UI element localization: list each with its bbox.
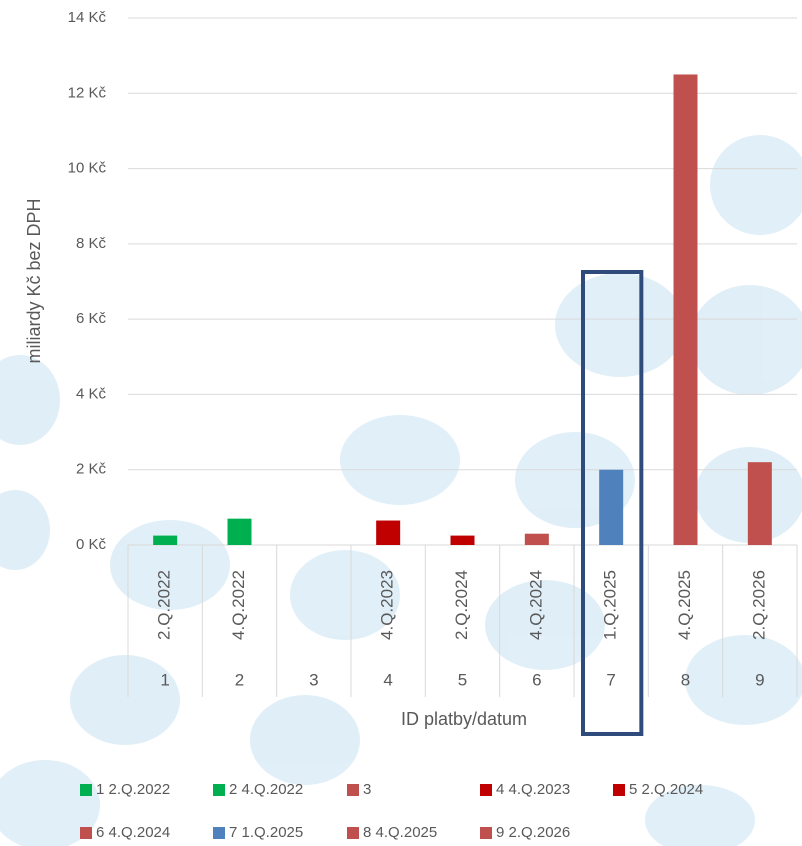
x-sublabel: 1.Q.2025 <box>601 570 620 640</box>
y-tick-label: 4 Kč <box>76 385 107 402</box>
legend-label: 5 2.Q.2024 <box>629 781 703 798</box>
x-sublabel: 4.Q.2025 <box>675 570 694 640</box>
legend-label: 9 2.Q.2026 <box>496 824 570 841</box>
legend-label: 2 4.Q.2022 <box>229 781 303 798</box>
bar <box>599 469 624 545</box>
legend-label: 4 4.Q.2023 <box>496 781 570 798</box>
legend-swatch <box>80 784 92 796</box>
bar <box>524 533 549 545</box>
bar <box>227 518 252 545</box>
x-sublabel: 2.Q.2026 <box>749 570 768 640</box>
bar <box>376 520 401 545</box>
y-tick-label: 6 Kč <box>76 310 107 327</box>
x-tick-label: 3 <box>309 670 318 689</box>
y-tick-label: 14 Kč <box>68 9 107 26</box>
y-axis-title: miliardy Kč bez DPH <box>24 198 44 363</box>
bar <box>747 462 772 545</box>
x-tick-label: 5 <box>458 670 467 689</box>
legend-label: 6 4.Q.2024 <box>96 824 170 841</box>
x-tick-label: 8 <box>681 670 690 689</box>
y-tick-label: 0 Kč <box>76 536 107 553</box>
legend-label: 1 2.Q.2022 <box>96 781 170 798</box>
x-sublabel: 4.Q.2023 <box>378 570 397 640</box>
x-axis-title: ID platby/datum <box>401 709 527 729</box>
y-tick-label: 2 Kč <box>76 461 107 478</box>
bar <box>450 535 475 545</box>
x-sublabel: 2.Q.2022 <box>155 570 174 640</box>
x-tick-label: 4 <box>383 670 392 689</box>
legend-swatch <box>480 784 492 796</box>
x-sublabel: 4.Q.2024 <box>526 570 545 640</box>
y-tick-label: 8 Kč <box>76 235 107 252</box>
bar <box>153 535 178 545</box>
x-sublabel: 4.Q.2022 <box>229 570 248 640</box>
legend-label: 8 4.Q.2025 <box>363 824 437 841</box>
x-tick-label: 6 <box>532 670 541 689</box>
x-tick-label: 2 <box>235 670 244 689</box>
legend-label: 7 1.Q.2025 <box>229 824 303 841</box>
legend-swatch <box>480 827 492 839</box>
legend-swatch <box>213 784 225 796</box>
y-tick-label: 10 Kč <box>68 160 107 177</box>
x-tick-label: 1 <box>160 670 169 689</box>
x-tick-label: 9 <box>755 670 764 689</box>
legend-swatch <box>80 827 92 839</box>
highlight-box <box>581 270 644 736</box>
x-sublabel: 2.Q.2024 <box>452 570 471 640</box>
legend-label: 3 <box>363 781 371 798</box>
legend-swatch <box>613 784 625 796</box>
y-tick-label: 12 Kč <box>68 84 107 101</box>
x-tick-label: 7 <box>606 670 615 689</box>
legend-swatch <box>347 827 359 839</box>
bar <box>673 74 698 545</box>
legend-swatch <box>347 784 359 796</box>
legend-swatch <box>213 827 225 839</box>
